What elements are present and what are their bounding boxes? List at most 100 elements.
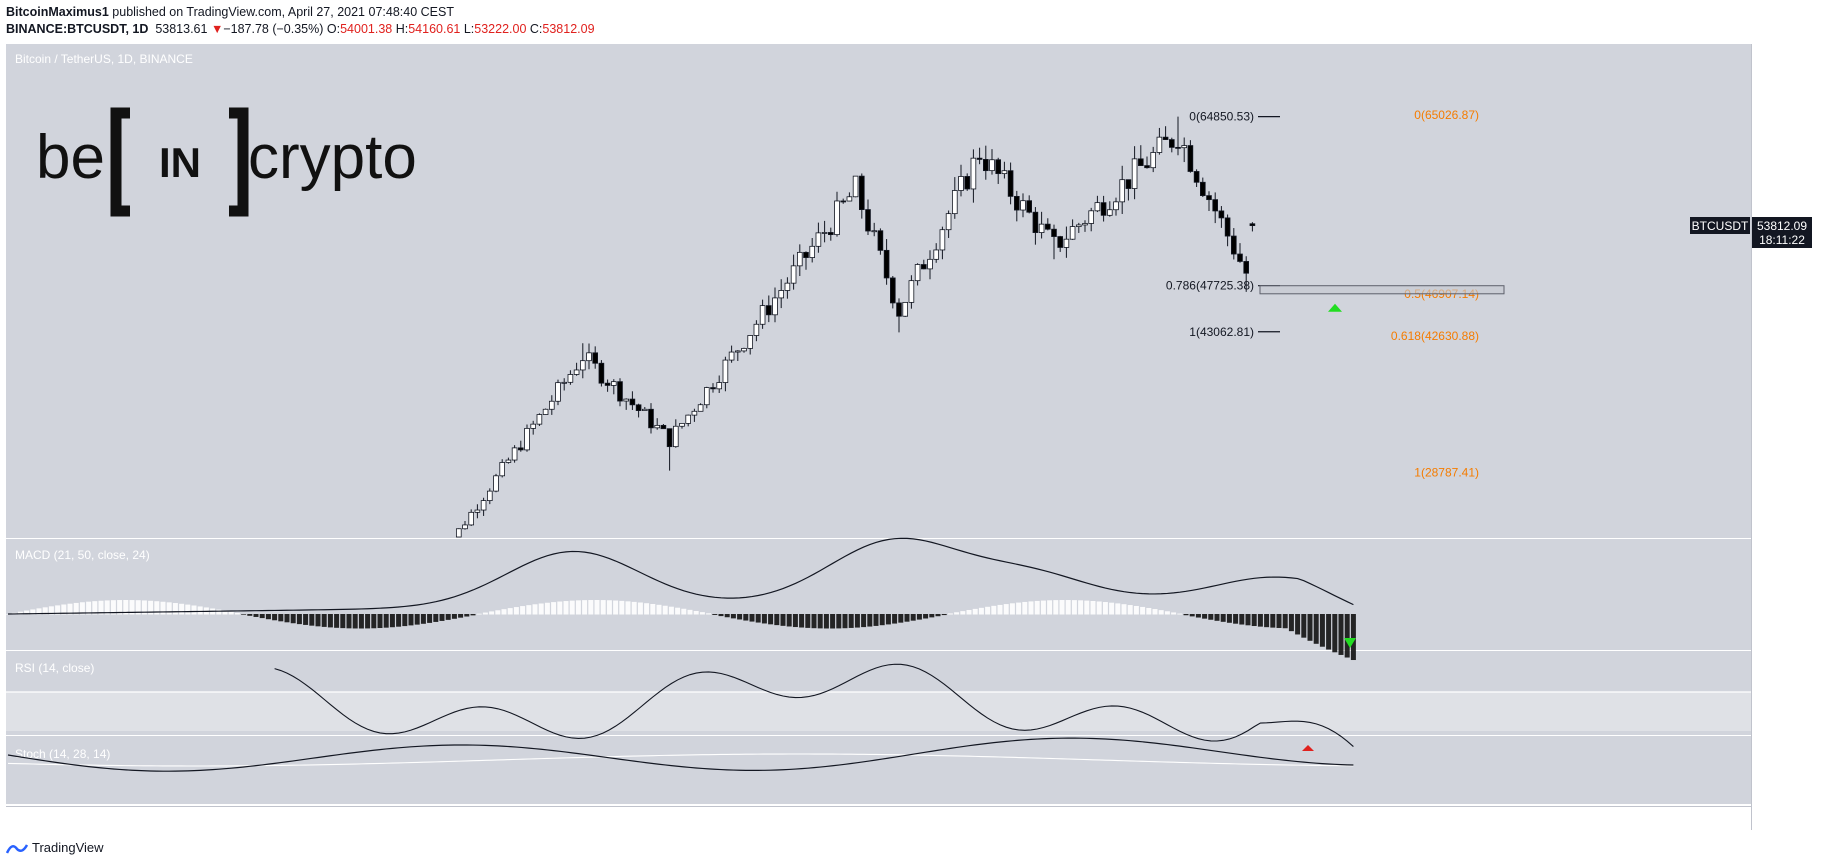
macd-histogram-bar [823, 614, 829, 629]
macd-histogram-bar [377, 614, 383, 629]
candle-body [976, 157, 983, 160]
macd-histogram-bar [780, 614, 786, 626]
macd-histogram-bar [1276, 614, 1282, 628]
macd-histogram-bar [737, 614, 743, 620]
macd-histogram-bar [1028, 601, 1034, 615]
macd-histogram-bar [489, 611, 495, 615]
candle-body [877, 230, 884, 251]
macd-histogram-bar [123, 600, 129, 615]
support-zone[interactable] [1259, 285, 1505, 295]
macd-histogram-bar [774, 614, 780, 626]
candle-body [821, 232, 828, 234]
macd-histogram-bar [24, 610, 30, 615]
macd-histogram-bar [1096, 601, 1102, 615]
macd-histogram-bar [327, 614, 333, 628]
macd-histogram-bar [1140, 606, 1146, 615]
macd-histogram-bar [1003, 604, 1009, 615]
macd-series [5, 537, 1356, 661]
candle-body [1150, 152, 1157, 169]
candle-body [747, 335, 753, 349]
macd-histogram-bar [1288, 614, 1294, 632]
macd-histogram-bar [55, 605, 61, 615]
macd-histogram-bar [42, 607, 48, 615]
macd-histogram-bar [464, 614, 470, 617]
candle-body [983, 159, 989, 172]
rsi-series [274, 663, 1354, 748]
candle-body [772, 297, 778, 316]
candle-body [914, 264, 921, 282]
time-tick: 14 [1686, 813, 1698, 825]
candle-body [1007, 170, 1014, 197]
price-tick: 32000.00 [1760, 436, 1806, 448]
axis-unit: USDT [1763, 51, 1793, 63]
candle-body [989, 159, 995, 172]
stoch-series [7, 737, 1354, 772]
stoch-title: Stoch (14, 28, 14) [15, 747, 110, 761]
macd-histogram-bar [1344, 614, 1350, 658]
brand-name[interactable]: TradingView [32, 840, 104, 855]
price-tick: 72000.00 [1760, 41, 1806, 53]
macd-histogram-bar [935, 614, 941, 617]
price-tick: 48000.00 [1760, 278, 1806, 290]
time-axis[interactable]: 19 Nov 16 Dec 14 2021 18 Feb 15 Mar 15 Apr 19 May 17 Ju… [6, 813, 1698, 825]
candle-body [970, 157, 977, 190]
stoch-pane[interactable] [6, 736, 1751, 804]
candle-body [1063, 238, 1070, 248]
macd-histogram-bar [476, 613, 482, 615]
close-label: C: [529, 22, 543, 36]
macd-histogram-bar [861, 614, 867, 628]
macd-histogram-bar [724, 614, 730, 618]
rsi-tick: 40.00 [1778, 705, 1806, 717]
macd-histogram-bar [1350, 614, 1356, 661]
fib-right-label: 0.618(42630.88) [1391, 329, 1479, 343]
fib-retracement-left[interactable]: 0(64850.53) 0.786(47725.38) 1(43062.81) [1166, 110, 1280, 339]
macd-histogram-bar [104, 600, 110, 615]
time-tick: May [1365, 813, 1386, 825]
macd-histogram-bar [1220, 614, 1226, 622]
macd-histogram-bar [315, 614, 321, 627]
candle-body [834, 200, 840, 236]
macd-pane[interactable] [6, 539, 1751, 650]
macd-histogram-bar [817, 614, 823, 629]
candle-body [958, 176, 964, 191]
macd-histogram-bar [1189, 614, 1195, 617]
candle-body [995, 159, 1001, 175]
macd-histogram-bar [1034, 600, 1040, 615]
open-value: 54001.38 [340, 22, 393, 36]
candle-body [859, 175, 865, 210]
candle-body [840, 200, 846, 203]
time-tick: Nov [96, 813, 116, 825]
candle-body [493, 475, 499, 492]
fib-right-label: 0(65026.87) [1414, 108, 1479, 122]
candle-body [1206, 195, 1212, 201]
candle-body [790, 265, 797, 284]
macd-histogram-bar [1245, 614, 1251, 626]
price-axis[interactable]: USDT 72000.00 68000.00 64000.00 60000.00 560… [1760, 41, 1806, 527]
macd-histogram-bar [259, 614, 265, 619]
macd-histogram-bar [1326, 614, 1332, 650]
time-tick: 19 [1264, 813, 1276, 825]
macd-histogram-bar [458, 614, 464, 618]
macd-histogram-bar [1078, 600, 1084, 615]
macd-histogram-bar [972, 608, 978, 615]
macd-histogram-bar [1264, 614, 1270, 628]
macd-histogram-bar [1319, 614, 1325, 647]
candle-body [722, 359, 729, 383]
candle-body [1144, 165, 1150, 169]
candle-body [629, 398, 636, 406]
candle-body [660, 424, 667, 430]
up-arrow-icon [1328, 303, 1342, 312]
macd-histogram-bar [1226, 614, 1232, 623]
macd-histogram-bar [631, 601, 637, 615]
macd-histogram-bar [805, 614, 811, 628]
down-triangle-icon: ▼ [210, 22, 224, 36]
price-tick: 56000.00 [1760, 199, 1806, 211]
time-tick: 18 [649, 813, 661, 825]
author-name[interactable]: BitcoinMaximus1 [6, 5, 109, 19]
time-tick: 19 [6, 813, 18, 825]
current-price: 53812.09 [1757, 219, 1807, 233]
ohlc-line: BINANCE:BTCUSDT, 1D 53813.61 ▼−187.78 (−… [6, 21, 595, 38]
macd-histogram-bar [786, 614, 792, 627]
macd-histogram-bar [1059, 600, 1065, 615]
